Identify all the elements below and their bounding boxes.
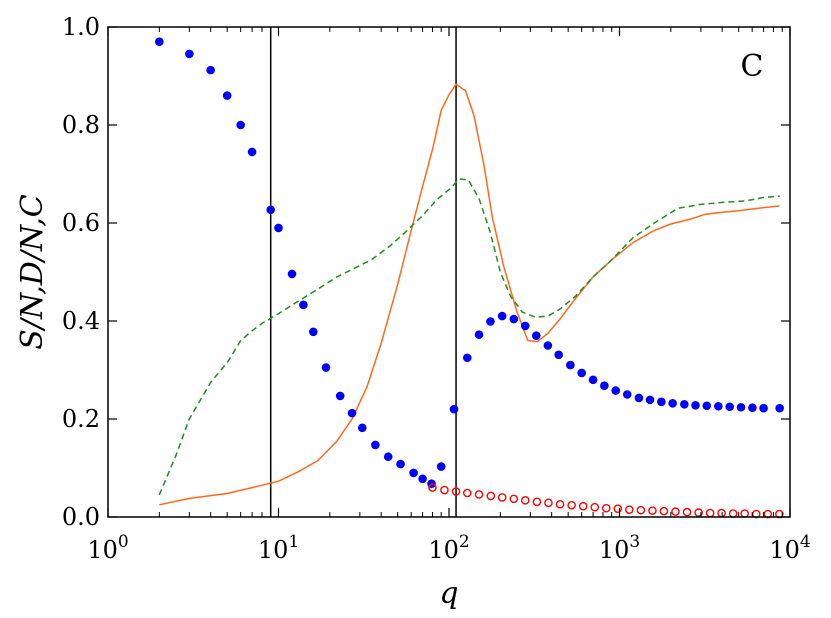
filled-data-point — [714, 401, 723, 411]
open-data-point — [567, 500, 576, 510]
filled-data-point — [185, 49, 194, 59]
y-tick-label: 0.4 — [62, 307, 100, 335]
filled-data-point — [657, 397, 666, 407]
open-data-point — [636, 505, 646, 515]
filled-data-point — [554, 350, 564, 360]
filled-data-point — [634, 393, 644, 403]
filled-data-point — [611, 386, 621, 395]
filled-data-point — [266, 205, 275, 215]
x-tick-label: 101 — [258, 532, 299, 564]
filled-data-point — [222, 91, 232, 100]
open-data-point — [497, 493, 507, 502]
filled-data-point — [299, 300, 308, 310]
filled-data-point — [600, 381, 609, 390]
filled-data-point — [236, 120, 245, 130]
open-data-point — [601, 503, 611, 513]
x-axis-label: q — [439, 576, 458, 611]
axis-ticks — [107, 26, 791, 518]
y-tick-label: 0.6 — [62, 209, 100, 237]
filled-data-point — [409, 468, 418, 478]
filled-data-point — [622, 390, 632, 399]
filled-data-point — [509, 314, 519, 324]
filled-data-point — [497, 311, 507, 321]
filled-data-point — [449, 404, 459, 414]
filled-data-point — [155, 37, 164, 46]
filled-data-point — [645, 395, 655, 405]
filled-data-point — [357, 423, 367, 433]
data-series — [155, 37, 784, 519]
open-data-point — [520, 496, 530, 505]
open-data-point — [659, 506, 669, 516]
y-axis-label: S/N,D/N,C — [15, 194, 50, 350]
filled-data-point — [531, 331, 541, 341]
filled-data-point — [383, 452, 393, 462]
y-tick-label: 0.0 — [62, 503, 100, 531]
filled-data-point — [309, 327, 318, 337]
filled-data-point — [486, 317, 495, 326]
open-data-point — [613, 504, 623, 513]
open-data-point — [462, 488, 472, 498]
x-tick-labels: 100 101 102 103 104 — [87, 532, 810, 564]
open-data-point — [590, 502, 600, 512]
open-data-point — [555, 499, 565, 509]
filled-data-point — [588, 375, 598, 385]
y-tick-label: 0.8 — [62, 111, 100, 139]
x-tick-label: 103 — [599, 532, 640, 564]
filled-data-point — [287, 269, 297, 279]
filled-data-point — [474, 330, 484, 340]
filled-data-point — [247, 147, 257, 157]
filled-data-point — [371, 440, 380, 450]
filled-data-point — [543, 341, 553, 350]
filled-data-point — [748, 403, 757, 413]
open-data-point — [509, 494, 519, 504]
filled-data-point — [759, 403, 768, 413]
panel-label: C — [741, 49, 764, 84]
filled-data-point — [566, 360, 575, 370]
y-tick-label: 0.2 — [62, 405, 100, 433]
open-data-point — [532, 497, 542, 507]
dashed-series-line — [158, 178, 780, 496]
x-tick-label: 100 — [87, 532, 128, 564]
open-data-point — [648, 506, 657, 515]
open-data-point — [440, 485, 449, 495]
filled-data-point — [396, 459, 405, 469]
open-data-point — [682, 507, 692, 517]
open-data-point — [451, 487, 461, 496]
open-data-point — [694, 508, 703, 517]
filled-data-point — [736, 402, 746, 412]
filled-data-point — [347, 408, 357, 418]
filled-data-point — [520, 321, 530, 331]
filled-data-point — [436, 462, 446, 471]
vertical-reference-lines — [269, 27, 457, 517]
open-data-point — [578, 501, 588, 511]
x-tick-label: 102 — [428, 532, 469, 564]
filled-data-point — [680, 400, 689, 409]
y-tick-labels: 0.0 0.2 0.4 0.6 0.8 1.0 — [62, 13, 100, 531]
filled-data-point — [274, 223, 283, 233]
open-data-point — [428, 483, 437, 492]
open-data-point — [474, 490, 484, 499]
open-data-point — [486, 491, 496, 501]
filled-data-point — [321, 363, 331, 372]
filled-data-point — [462, 353, 472, 363]
filled-data-point — [206, 65, 215, 75]
open-data-point — [544, 498, 553, 508]
filled-data-point — [775, 403, 784, 413]
filled-data-point — [691, 400, 700, 410]
filled-data-point — [668, 399, 677, 408]
filled-data-point — [577, 368, 586, 378]
solid-series-line — [159, 83, 780, 506]
filled-data-point — [335, 391, 345, 401]
y-tick-label: 1.0 — [62, 13, 100, 41]
x-tick-label: 104 — [769, 532, 810, 564]
filled-data-point — [702, 401, 712, 411]
open-data-point — [671, 507, 680, 516]
filled-data-point — [418, 474, 427, 484]
open-data-point — [625, 505, 634, 514]
filled-data-point — [725, 402, 735, 412]
